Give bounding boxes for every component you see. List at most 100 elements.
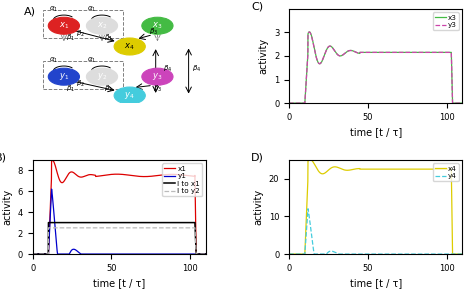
Circle shape <box>142 68 173 85</box>
x1 <box>87 173 92 176</box>
Line: y3: y3 <box>289 32 462 103</box>
y4 <box>356 252 362 256</box>
Text: $x_3$: $x_3$ <box>152 20 163 31</box>
Bar <box>43 10 123 38</box>
I to x1 <box>30 252 35 256</box>
I to x1 <box>203 252 209 256</box>
I to y2 <box>147 226 153 230</box>
x1 <box>203 252 209 256</box>
y3 <box>337 54 343 58</box>
Line: I to y2: I to y2 <box>33 228 206 254</box>
x4 <box>403 167 409 171</box>
I to x1 <box>161 221 167 224</box>
x1 <box>146 175 151 178</box>
I to x1 <box>81 221 86 224</box>
Text: $\beta_3$: $\beta_3$ <box>153 84 162 94</box>
y3 <box>402 51 408 54</box>
x4 <box>343 168 349 172</box>
x3 <box>337 54 343 58</box>
x3 <box>403 51 409 54</box>
Text: $y_4$: $y_4$ <box>124 90 135 101</box>
Text: $x_2$: $x_2$ <box>97 20 107 31</box>
y1 <box>30 252 35 256</box>
Circle shape <box>48 17 79 34</box>
Text: $x_4$: $x_4$ <box>124 41 135 52</box>
Text: $\beta_1$: $\beta_1$ <box>66 84 75 94</box>
x3 <box>307 30 312 34</box>
y4 <box>337 252 343 256</box>
x1 <box>147 175 153 178</box>
I to y2 <box>100 226 106 230</box>
y4 <box>417 252 423 256</box>
Y-axis label: activity: activity <box>2 189 12 225</box>
y3 <box>343 51 349 54</box>
Text: $\beta_2$: $\beta_2$ <box>76 79 85 89</box>
x3 <box>356 51 362 55</box>
Text: $\beta_1$: $\beta_1$ <box>104 33 113 43</box>
Legend: x4, y4: x4, y4 <box>432 163 459 181</box>
Text: $\beta_4$: $\beta_4$ <box>163 64 172 74</box>
x1 <box>161 173 167 177</box>
I to x1 <box>146 221 151 224</box>
y1 <box>161 252 167 256</box>
y1 <box>49 187 54 191</box>
Circle shape <box>142 17 173 34</box>
Circle shape <box>114 38 145 55</box>
Text: D): D) <box>251 152 264 162</box>
y3 <box>417 51 423 54</box>
x1 <box>81 175 86 178</box>
Bar <box>43 61 123 89</box>
Text: B): B) <box>0 152 7 162</box>
I to y2 <box>161 226 167 230</box>
x3 <box>343 51 349 54</box>
I to y2 <box>81 226 86 230</box>
Text: $\beta_1$: $\beta_1$ <box>104 84 113 94</box>
x3 <box>417 51 423 54</box>
Text: A): A) <box>24 7 36 17</box>
I to y2 <box>46 226 51 230</box>
Text: $\alpha_1$: $\alpha_1$ <box>87 55 96 65</box>
Text: $\beta_2$: $\beta_2$ <box>76 29 85 39</box>
Line: y1: y1 <box>33 189 206 254</box>
I to x1 <box>100 221 106 224</box>
Circle shape <box>86 68 118 85</box>
x4 <box>402 167 408 171</box>
y3 <box>356 51 362 55</box>
I to y2 <box>30 252 35 256</box>
Text: $\beta_3$: $\beta_3$ <box>149 27 158 37</box>
Line: x3: x3 <box>289 32 462 103</box>
x4 <box>417 167 423 171</box>
y3 <box>306 30 312 34</box>
Circle shape <box>86 17 118 34</box>
y4 <box>305 207 311 211</box>
x4 <box>460 252 465 256</box>
y4 <box>402 252 408 256</box>
x4 <box>307 158 313 161</box>
Line: x4: x4 <box>289 160 462 254</box>
y4 <box>460 252 465 256</box>
y1 <box>100 252 106 256</box>
y1 <box>147 252 153 256</box>
Line: y4: y4 <box>289 209 462 254</box>
Text: C): C) <box>251 1 263 11</box>
x3 <box>460 101 465 105</box>
y3 <box>286 101 292 105</box>
Y-axis label: activity: activity <box>253 189 263 225</box>
Text: $y_2$: $y_2$ <box>97 71 107 82</box>
y4 <box>286 252 292 256</box>
Line: I to x1: I to x1 <box>33 223 206 254</box>
X-axis label: time [t / τ]: time [t / τ] <box>93 278 145 288</box>
x1 <box>50 159 55 162</box>
y3 <box>460 101 465 105</box>
x4 <box>337 167 343 170</box>
x3 <box>286 101 292 105</box>
Line: x1: x1 <box>33 160 206 254</box>
X-axis label: time [t / τ]: time [t / τ] <box>350 127 402 137</box>
y3 <box>403 51 409 54</box>
Circle shape <box>114 87 145 104</box>
Text: $y_1$: $y_1$ <box>59 71 69 82</box>
I to y2 <box>146 226 151 230</box>
Circle shape <box>48 68 79 85</box>
Text: $\alpha_1$: $\alpha_1$ <box>87 5 96 14</box>
I to x1 <box>46 221 51 224</box>
